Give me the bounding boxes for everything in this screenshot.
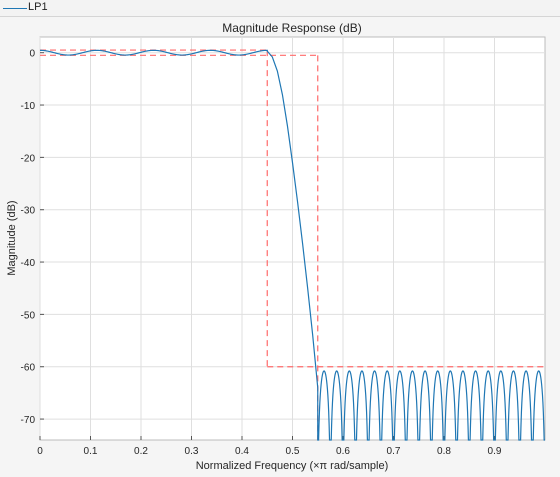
y-tick-label: 0 [29, 49, 35, 60]
y-tick-label: -70 [21, 415, 36, 426]
legend-bar: LP1 [0, 0, 560, 17]
x-tick-label: 0.3 [185, 446, 199, 457]
y-tick-label: -10 [21, 101, 36, 112]
y-tick-labels: 0 -10 -20 -30 -40 -50 -60 -70 [21, 49, 36, 426]
x-tick-label: 0.1 [84, 446, 98, 457]
series-group [40, 49, 545, 441]
y-axis-label: Magnitude (dB) [6, 200, 18, 275]
x-axis-label: Normalized Frequency (×π rad/sample) [196, 460, 389, 472]
x-tick-label: 0.4 [235, 446, 249, 457]
x-tick-label: 0 [37, 446, 43, 457]
x-tick-labels: 0 0.1 0.2 0.3 0.4 0.5 0.6 0.7 0.8 0.9 [37, 446, 502, 457]
legend-line-swatch [3, 8, 27, 9]
y-tick-label: -50 [21, 310, 36, 321]
x-tick-label: 0.9 [488, 446, 502, 457]
y-tick-label: -20 [21, 153, 36, 164]
x-tick-label: 0.5 [286, 446, 300, 457]
series-line-lp1 [40, 49, 545, 441]
x-tick-label: 0.2 [134, 446, 148, 457]
x-tick-label: 0.8 [437, 446, 451, 457]
legend-label: LP1 [28, 1, 48, 13]
y-tick-label: -60 [21, 363, 36, 374]
chart-title: Magnitude Response (dB) [222, 21, 361, 35]
y-tick-label: -40 [21, 258, 36, 269]
x-tick-label: 0.6 [336, 446, 350, 457]
y-tick-label: -30 [21, 206, 36, 217]
x-tick-label: 0.7 [387, 446, 401, 457]
